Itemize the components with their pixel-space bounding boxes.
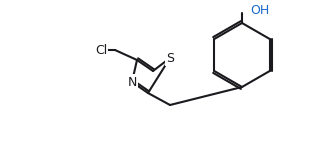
Text: S: S — [166, 51, 174, 64]
Text: Cl: Cl — [95, 44, 107, 57]
Text: OH: OH — [250, 5, 269, 17]
Text: N: N — [127, 75, 137, 89]
